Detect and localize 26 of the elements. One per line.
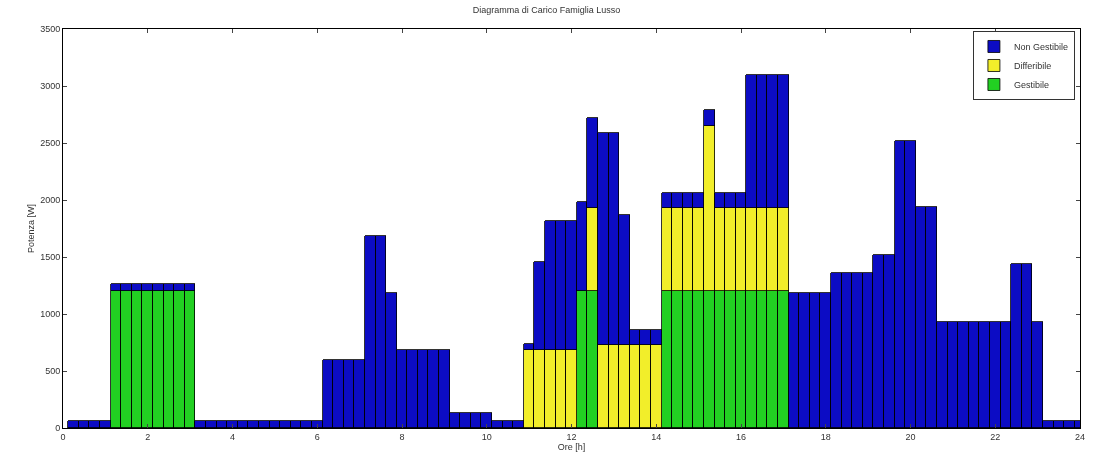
x-tick-label: 8	[399, 431, 405, 442]
x-tick-label: 12	[566, 431, 577, 442]
legend-label: Non Gestibile	[1013, 42, 1068, 53]
chart-title: Diagramma di Carico Famiglia Lusso	[472, 5, 621, 16]
y-tick-label: 1000	[40, 309, 61, 320]
x-tick-label: 24	[1074, 431, 1086, 442]
x-axis-title: Ore [h]	[557, 441, 586, 452]
x-tick-label: 14	[651, 431, 662, 442]
y-tick-label: 0	[55, 423, 61, 434]
x-tick-label: 20	[905, 431, 916, 442]
x-tick-label: 16	[735, 431, 747, 442]
x-tick-label: 4	[229, 431, 236, 442]
y-tick-label: 2500	[40, 138, 61, 149]
y-tick-label: 1500	[40, 252, 61, 263]
x-tick-label: 6	[314, 431, 320, 442]
x-tick-label: 10	[481, 431, 492, 442]
x-tick-label: 18	[820, 431, 831, 442]
x-tick-label: 22	[990, 431, 1001, 442]
y-tick-label: 3000	[40, 81, 61, 92]
y-axis-title: Potenza [W]	[25, 203, 36, 254]
y-tick-label: 3500	[40, 24, 61, 35]
y-tick-label: 2000	[40, 195, 61, 206]
y-tick-label: 500	[45, 366, 61, 377]
x-tick-label: 2	[145, 431, 151, 442]
legend-label: Gestibile	[1013, 80, 1049, 91]
legend-label: Differibile	[1013, 61, 1052, 72]
